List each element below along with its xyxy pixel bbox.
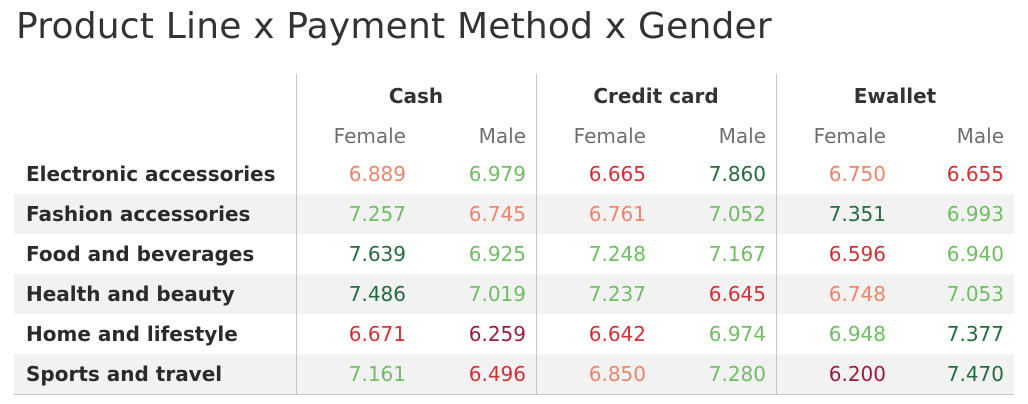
table-cell: 7.860 [708,162,766,186]
gender-header: Male [478,124,526,148]
gender-header: Female [813,124,886,148]
table-cell: 6.200 [828,362,886,386]
gender-header: Female [333,124,406,148]
table-bottom-rule [14,394,1014,395]
table-cell: 6.671 [348,322,406,346]
table-cell: 6.259 [468,322,526,346]
table-cell: 6.596 [828,242,886,266]
table-cell: 6.645 [708,282,766,306]
table-cell: 7.257 [348,202,406,226]
gender-header: Male [956,124,1004,148]
row-band [14,274,1014,314]
row-band [14,194,1014,234]
table-cell: 6.850 [588,362,646,386]
table-cell: 7.053 [946,282,1004,306]
product-line-label: Home and lifestyle [26,322,238,346]
table-cell: 6.979 [468,162,526,186]
product-line-label: Sports and travel [26,362,223,386]
product-line-label: Electronic accessories [26,162,276,186]
table-cell: 6.761 [588,202,646,226]
row-band [14,354,1014,394]
table-cell: 6.993 [946,202,1004,226]
payment-method-header: Ewallet [853,84,937,108]
table-cell: 7.280 [708,362,766,386]
table-cell: 7.167 [708,242,766,266]
product-line-label: Food and beverages [26,242,255,266]
table-cell: 6.940 [946,242,1004,266]
column-divider [296,74,297,394]
table-cell: 7.377 [946,322,1004,346]
highlight-table: Cash Credit card Ewallet Female Male Female Ma… [14,74,1014,395]
gender-header: Female [573,124,646,148]
product-line-label: Fashion accessories [26,202,251,226]
table-cell: 7.019 [468,282,526,306]
table-cell: 6.974 [708,322,766,346]
table-cell: 6.496 [468,362,526,386]
table-cell: 6.745 [468,202,526,226]
table-cell: 7.052 [708,202,766,226]
table-cell: 7.248 [588,242,646,266]
table-cell: 7.639 [348,242,406,266]
table-cell: 6.948 [828,322,886,346]
column-divider [776,74,777,394]
table-cell: 6.750 [828,162,886,186]
payment-method-header: Cash [388,84,444,108]
table-cell: 7.486 [348,282,406,306]
table-cell: 6.642 [588,322,646,346]
chart-title: Product Line x Payment Method x Gender [16,6,772,47]
table-cell: 7.351 [828,202,886,226]
table-cell: 6.748 [828,282,886,306]
gender-header: Male [718,124,766,148]
table-cell: 6.665 [588,162,646,186]
table-cell: 7.470 [946,362,1004,386]
payment-method-header: Credit card [593,84,719,108]
table-cell: 7.161 [348,362,406,386]
product-line-label: Health and beauty [26,282,235,306]
column-divider [536,74,537,394]
table-cell: 6.889 [348,162,406,186]
table-cell: 7.237 [588,282,646,306]
table-cell: 6.655 [946,162,1004,186]
table-cell: 6.925 [468,242,526,266]
